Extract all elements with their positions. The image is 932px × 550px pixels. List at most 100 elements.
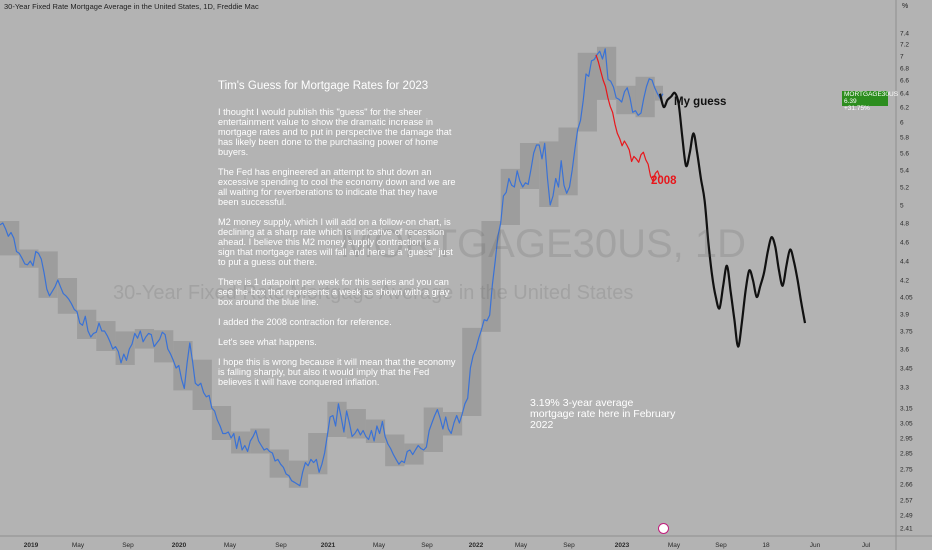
notes-paragraph: Let's see what happens. [218,337,317,347]
y-tick-label: 3.9 [900,312,909,319]
y-tick-label: 7 [900,54,904,61]
notes-panel: Tim's Guess for Mortgage Rates for 2023 … [218,80,458,397]
week-box [577,52,597,132]
week-box [154,330,174,363]
notes-title: Tim's Guess for Mortgage Rates for 2023 [218,80,429,92]
y-tick-label: 4.8 [900,221,909,228]
x-tick-label: Sep [421,542,433,549]
notes-paragraph: M2 money supply, which I will add on a f… [218,217,453,267]
y-tick-label: 4.4 [900,259,909,266]
y-tick-label: 3.15 [900,406,913,413]
x-tick-label: Jul [862,542,871,549]
y-tick-label: 6.8 [900,66,909,73]
x-tick-label: May [515,542,528,549]
y-tick-label: 6.2 [900,105,909,112]
price-tag[interactable]: MORTGAGE30US 6.39 +31.75% [842,91,899,112]
week-box [115,331,135,365]
chart-title: 30-Year Fixed Rate Mortgage Average in t… [4,2,259,11]
week-box [404,443,424,465]
x-tick-label: 2023 [615,542,630,549]
y-tick-label: 3.6 [900,347,909,354]
price-tag-symbol: MORTGAGE30US [844,91,899,98]
week-box [462,327,482,416]
y-tick-label: 3.75 [900,329,913,336]
notes-paragraph: I added the 2008 contraction for referen… [218,317,392,327]
x-tick-label: 18 [762,542,770,549]
y-tick-label: 3.45 [900,366,913,373]
week-box [250,428,270,454]
y-tick-label: 2.95 [900,436,913,443]
y-tick-label: 2.57 [900,498,913,505]
y-tick-label: 3.3 [900,385,909,392]
week-box [173,341,193,391]
y-tick-label: 5.8 [900,135,909,142]
x-tick-label: May [668,542,681,549]
y-tick-label: 2.66 [900,482,913,489]
my-guess-label: My guess [674,96,727,108]
x-tick-label: 2019 [24,542,39,549]
y-tick-label: 6.6 [900,78,909,85]
y-tick-label: 6.4 [900,91,909,98]
y-tick-label: 5.2 [900,185,909,192]
x-tick-label: Sep [563,542,575,549]
week-box [519,143,540,189]
x-tick-label: Jun [810,542,821,549]
y-tick-label: 5 [900,203,904,210]
y-tick-label: 4.05 [900,295,913,302]
week-box [616,85,636,115]
y-tick-label: 5.6 [900,151,909,158]
y-tick-label: 2.41 [900,526,913,533]
x-tick-label: Sep [715,542,727,549]
x-tick-label: Sep [122,542,134,549]
y-axis[interactable]: 2.41 2.49 2.57 2.66 2.75 2.85 2.95 3.05 3.15 3.3 3… [900,31,913,533]
watermark-symbol: MORTGAGE30US, 1D [340,222,747,266]
label-2008: 2008 [651,175,677,187]
feb-2022-annotation: 3.19% 3-year average mortgage rate here … [530,397,676,431]
x-tick-label: May [224,542,237,549]
price-tag-value: 6.39 [844,98,888,105]
series-line-y2008 [595,54,661,182]
series-line-actual [0,48,664,487]
watermark-name: 30-Year Fixed Rate Mortgage Average in t… [113,282,634,304]
y-tick-label: 4.6 [900,240,909,247]
week-box [385,434,405,467]
week-box [442,412,463,436]
x-axis[interactable]: 2019 May Sep 2020 May Sep 2021 May Sep 2022 May Sep… [24,542,871,549]
price-tag-price: 6.39 [844,98,857,105]
data-series [0,48,807,487]
week-box [269,449,289,478]
week-box [596,46,617,100]
x-tick-label: 2021 [321,542,336,549]
y-tick-label: 4.2 [900,278,909,285]
y-tick-label: 3.05 [900,421,913,428]
week-box [38,251,58,298]
week-box [481,221,501,332]
week-box [423,407,443,452]
x-tick-label: 2022 [469,542,484,549]
unit-label: % [902,3,909,10]
series-line-guess [658,91,807,348]
week-box [192,359,212,410]
live-indicator-icon[interactable] [658,523,669,534]
week-box [654,85,663,101]
week-box [211,406,232,440]
notes-paragraph: I hope this is wrong because it will mea… [218,357,456,387]
week-box [288,460,309,488]
y-tick-label: 2.75 [900,467,913,474]
notes-paragraph: There is 1 datapoint per week for this s… [218,277,450,307]
price-tag-change: +31.75% [844,105,870,112]
x-tick-label: May [72,542,85,549]
week-box [96,321,116,351]
y-tick-label: 7.4 [900,31,909,38]
x-tick-label: Sep [275,542,287,549]
y-tick-label: 5.4 [900,168,909,175]
y-tick-label: 6 [900,120,904,127]
notes-paragraph: I thought I would publish this "guess" f… [218,107,452,157]
notes-paragraph: The Fed has engineered an attempt to shu… [218,167,456,207]
week-box [635,76,655,118]
y-tick-label: 2.85 [900,451,913,458]
x-tick-label: May [373,542,386,549]
y-tick-label: 7.2 [900,42,909,49]
